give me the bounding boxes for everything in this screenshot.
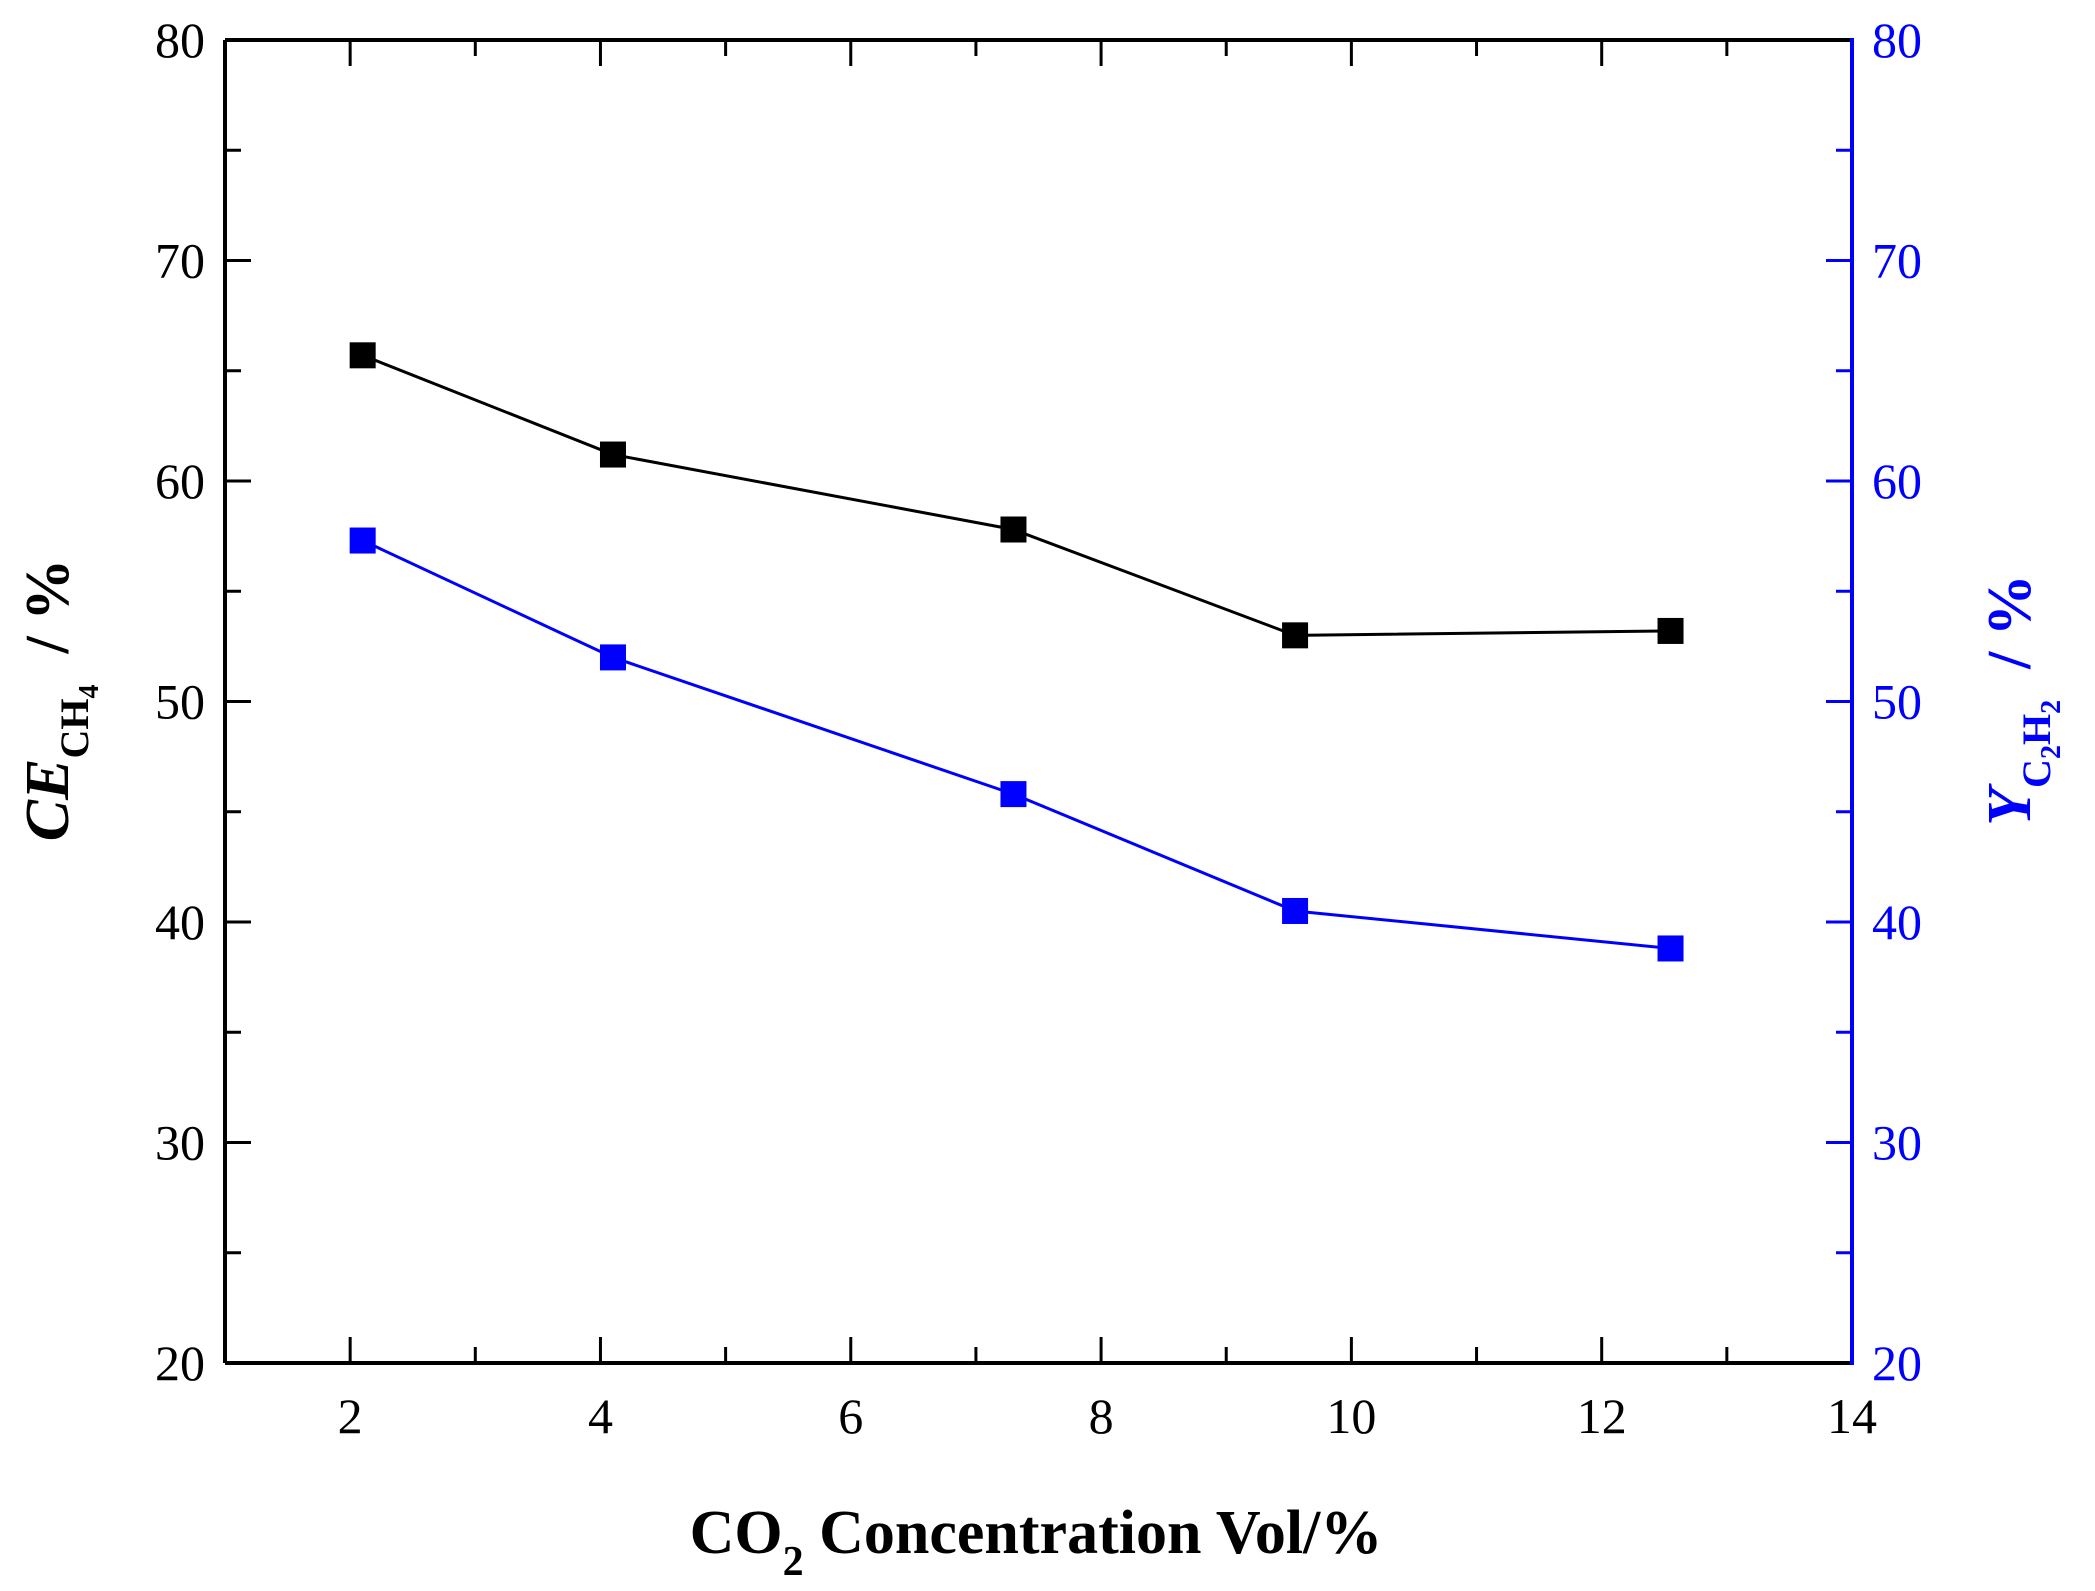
y-left-tick-label: 50 [155, 674, 205, 730]
x-tick-label: 6 [838, 1388, 863, 1444]
y-axis-right-title: YC2H2 / % [1976, 574, 2067, 826]
axes [223, 38, 1854, 1365]
y-right-tick-label: 30 [1872, 1115, 1922, 1171]
y-right-tick-label: 40 [1872, 894, 1922, 950]
x-tick-label: 12 [1577, 1388, 1627, 1444]
x-tick-label: 4 [588, 1388, 613, 1444]
x-axis-title: CO2 Concentration Vol/% [690, 1499, 1383, 1585]
series-1-point [349, 527, 376, 554]
y-left-tick-label: 40 [155, 894, 205, 950]
y-left-tick-label: 80 [155, 12, 205, 68]
series-0-point [1000, 516, 1027, 543]
series-1-point [1657, 935, 1684, 962]
x-tick-label: 10 [1326, 1388, 1376, 1444]
y-right-tick-label: 60 [1872, 453, 1922, 509]
tick-marks [225, 38, 1854, 1365]
series-0-point [599, 441, 626, 468]
series-lines [362, 353, 1671, 950]
y-right-tick-label: 80 [1872, 12, 1922, 68]
series-1-point [1000, 781, 1027, 808]
series-line-0 [362, 353, 1671, 637]
series-line-1 [362, 539, 1671, 950]
series-1-point [1282, 897, 1309, 924]
y-left-tick-label: 30 [155, 1115, 205, 1171]
x-tick-label: 8 [1089, 1388, 1114, 1444]
series-0-point [1282, 622, 1309, 649]
y-left-tick-label: 60 [155, 453, 205, 509]
series-0-point [349, 342, 376, 369]
y-right-tick-label: 50 [1872, 674, 1922, 730]
series-0-point [1657, 617, 1684, 644]
series-markers [349, 342, 1684, 962]
series-1-point [599, 644, 626, 671]
y-left-tick-label: 20 [155, 1335, 205, 1391]
x-tick-label: 2 [338, 1388, 363, 1444]
y-right-tick-label: 20 [1872, 1335, 1922, 1391]
y-right-tick-label: 70 [1872, 233, 1922, 289]
y-left-tick-label: 70 [155, 233, 205, 289]
y-axis-left-title: CECH4 / % [14, 559, 105, 841]
x-tick-label: 14 [1827, 1388, 1877, 1444]
